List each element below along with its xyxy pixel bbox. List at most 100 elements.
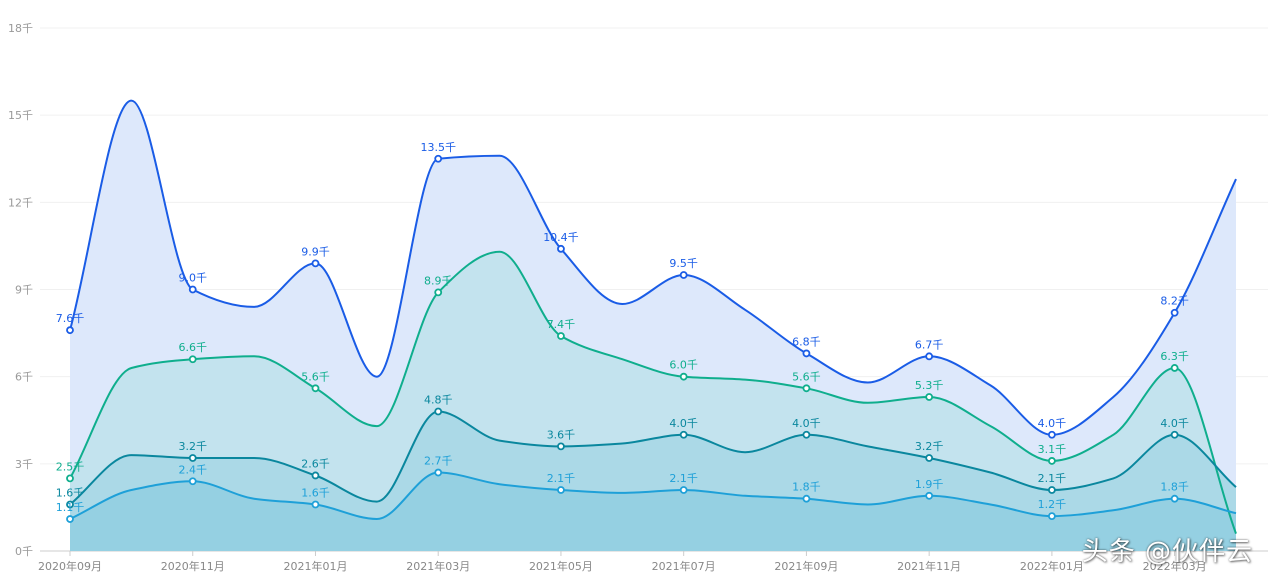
data-label: 3.1千 (1038, 443, 1067, 456)
data-point[interactable] (557, 244, 565, 253)
data-label: 4.8千 (424, 394, 453, 407)
data-point[interactable] (188, 454, 197, 462)
y-tick-label: 0千 (15, 545, 33, 558)
data-label: 1.1千 (56, 501, 85, 514)
data-point[interactable] (1170, 364, 1179, 372)
data-point[interactable] (66, 326, 74, 335)
data-label: 6.0千 (669, 359, 698, 372)
data-point[interactable] (66, 500, 74, 509)
data-label: 7.4千 (547, 318, 576, 331)
data-point[interactable] (925, 454, 934, 462)
data-label: 9.9千 (301, 245, 330, 258)
data-point[interactable] (311, 500, 320, 509)
data-point[interactable] (66, 474, 74, 483)
data-point[interactable] (311, 384, 320, 393)
y-tick-label: 3千 (15, 458, 33, 471)
data-label: 2.4千 (178, 463, 207, 476)
data-point[interactable] (434, 407, 443, 416)
data-label: 10.4千 (543, 231, 579, 244)
x-tick-label: 2020年11月 (161, 559, 225, 573)
data-point[interactable] (1047, 486, 1056, 494)
y-tick-label: 12千 (8, 196, 33, 209)
data-label: 13.5千 (420, 141, 456, 154)
data-point[interactable] (311, 259, 320, 268)
data-point[interactable] (1047, 430, 1056, 439)
data-point[interactable] (188, 477, 197, 486)
data-label: 2.5千 (56, 460, 85, 473)
series-area (70, 472, 1236, 551)
data-point[interactable] (679, 486, 688, 494)
data-label: 5.6千 (301, 370, 330, 383)
data-label: 2.1千 (547, 472, 576, 485)
data-point[interactable] (802, 430, 811, 439)
data-point[interactable] (188, 285, 197, 294)
data-label: 4.0千 (1038, 417, 1067, 430)
data-point[interactable] (1170, 430, 1179, 439)
x-tick-label: 2021年09月 (774, 559, 838, 573)
data-point[interactable] (434, 288, 443, 297)
data-label: 2.7千 (424, 455, 453, 468)
data-label: 6.7千 (915, 338, 944, 351)
data-point[interactable] (557, 486, 565, 494)
data-label: 8.2千 (1160, 295, 1189, 308)
x-tick-label: 2021年01月 (283, 559, 347, 573)
data-point[interactable] (557, 332, 565, 340)
data-label: 7.6千 (56, 312, 85, 325)
data-label: 9.0千 (178, 272, 207, 285)
data-label: 5.3千 (915, 379, 944, 392)
data-label: 1.9千 (915, 478, 944, 491)
data-point[interactable] (311, 471, 320, 480)
data-point[interactable] (925, 393, 934, 401)
data-labels: 7.6千 9.0千 9.9千 13.5千 10.4千 9.5千 6.8千 6.7千 4.0千 8.… (56, 141, 1189, 514)
data-point[interactable] (679, 430, 688, 439)
data-points (66, 154, 1179, 523)
y-tick-label: 6千 (15, 371, 33, 384)
data-label: 5.6千 (792, 370, 821, 383)
data-point[interactable] (925, 352, 934, 361)
data-label: 4.0千 (792, 417, 821, 430)
y-tick-label: 9千 (15, 284, 33, 297)
x-tick-label: 2022年01月 (1020, 559, 1084, 573)
x-tick-label: 2021年05月 (529, 559, 593, 573)
data-point[interactable] (188, 355, 197, 364)
data-point[interactable] (434, 154, 443, 163)
data-point[interactable] (66, 515, 74, 523)
data-point[interactable] (802, 349, 811, 358)
data-point[interactable] (1170, 494, 1179, 503)
data-label: 3.2千 (178, 440, 207, 453)
data-label: 1.8千 (792, 481, 821, 494)
data-label: 8.9千 (424, 274, 453, 287)
x-tick-label: 2021年03月 (406, 559, 470, 573)
data-point[interactable] (802, 384, 811, 393)
data-point[interactable] (679, 271, 688, 279)
data-label: 2.1千 (1038, 472, 1067, 485)
data-point[interactable] (925, 491, 934, 500)
watermark: 头条 @伙伴云 (1081, 537, 1253, 567)
x-tick-label: 2020年09月 (38, 559, 102, 573)
data-label: 1.6千 (301, 487, 330, 500)
data-point[interactable] (802, 494, 811, 503)
series-line (69, 99, 1237, 436)
data-point[interactable] (434, 468, 443, 477)
data-point[interactable] (1047, 512, 1056, 521)
data-label: 1.2千 (1038, 498, 1067, 511)
series-line (69, 250, 1237, 534)
y-tick-label: 15千 (8, 109, 33, 122)
axes: 0千 3千 6千 9千 12千 15千 18千 2020年09月 2020年11月 2021年01… (8, 22, 1207, 573)
data-label: 6.3千 (1160, 350, 1189, 363)
data-point[interactable] (557, 442, 565, 451)
data-label: 2.1千 (669, 472, 698, 485)
data-label: 3.6千 (547, 428, 576, 441)
data-label: 1.8千 (1160, 481, 1189, 494)
data-point[interactable] (679, 372, 688, 381)
data-point[interactable] (1170, 308, 1179, 317)
data-label: 3.2千 (915, 440, 944, 453)
data-label: 4.0千 (669, 417, 698, 430)
series-line (69, 471, 1237, 521)
series-areas (70, 100, 1236, 551)
data-label: 6.6千 (178, 341, 207, 354)
y-tick-label: 18千 (8, 22, 33, 35)
data-point[interactable] (1047, 457, 1056, 465)
data-label: 9.5千 (669, 257, 698, 270)
